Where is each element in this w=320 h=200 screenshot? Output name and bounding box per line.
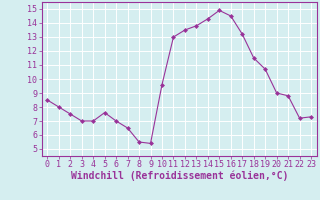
X-axis label: Windchill (Refroidissement éolien,°C): Windchill (Refroidissement éolien,°C) (70, 171, 288, 181)
